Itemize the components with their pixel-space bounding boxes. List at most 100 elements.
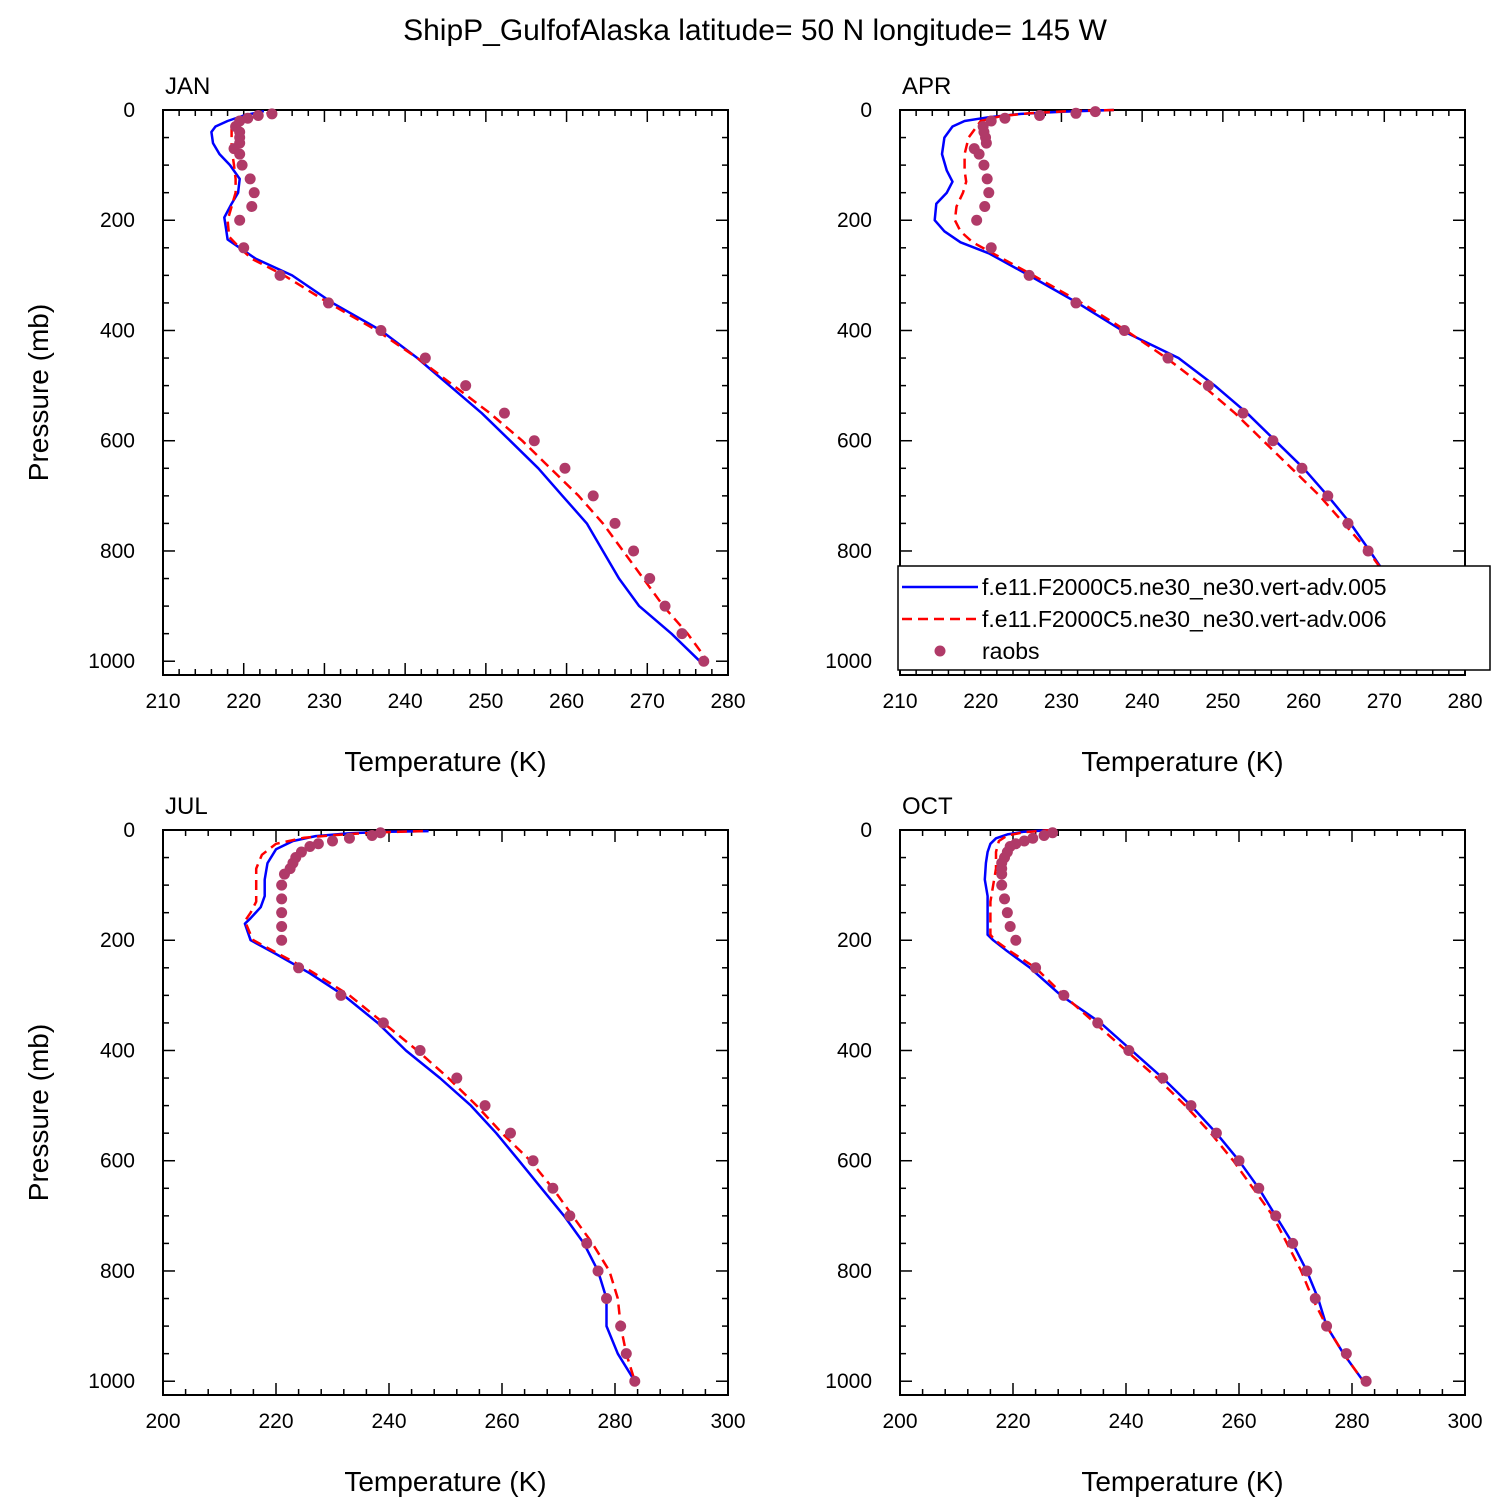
raobs-point xyxy=(1253,1182,1265,1194)
x-tick-label: 210 xyxy=(882,690,917,713)
raobs-point xyxy=(1233,1155,1245,1167)
raobs-point xyxy=(620,1348,632,1360)
y-tick-label: 0 xyxy=(860,819,872,842)
raobs-point xyxy=(276,907,288,919)
raobs-point xyxy=(979,200,991,212)
raobs-point xyxy=(1070,297,1082,309)
raobs-point xyxy=(559,462,571,474)
y-tick-label: 0 xyxy=(860,99,872,122)
raobs-point xyxy=(1023,269,1035,281)
raobs-point xyxy=(996,879,1008,891)
y-tick-label: 0 xyxy=(123,99,135,122)
x-tick-label: 230 xyxy=(307,690,342,713)
raobs-point xyxy=(293,962,305,974)
y-tick-label: 400 xyxy=(837,1039,872,1062)
x-tick-label: 260 xyxy=(1221,1410,1256,1433)
raobs-point xyxy=(1162,352,1174,364)
raobs-point xyxy=(1004,920,1016,932)
raobs-point xyxy=(276,920,288,932)
raobs-point xyxy=(981,173,993,185)
x-tick-label: 240 xyxy=(1108,1410,1143,1433)
series-line-006 xyxy=(989,828,1365,1382)
raobs-point xyxy=(980,137,992,149)
plot-area xyxy=(243,827,641,1387)
y-tick-label: 200 xyxy=(100,209,135,232)
raobs-point xyxy=(1301,1265,1313,1277)
raobs-point xyxy=(1123,1044,1135,1056)
x-tick-label: 280 xyxy=(710,690,745,713)
raobs-point xyxy=(327,835,338,847)
raobs-point xyxy=(322,297,334,309)
raobs-point xyxy=(659,600,671,612)
raobs-point xyxy=(1309,1293,1321,1305)
panel-label: JAN xyxy=(165,73,210,100)
plot-frame xyxy=(162,829,729,1396)
x-tick-label: 270 xyxy=(1367,690,1402,713)
raobs-point xyxy=(1030,962,1042,974)
raobs-point xyxy=(1038,830,1050,842)
legend-dot-marker xyxy=(934,645,946,657)
x-tick-label: 240 xyxy=(1125,690,1160,713)
raobs-point xyxy=(238,242,250,254)
raobs-point xyxy=(999,112,1011,124)
x-tick-label: 280 xyxy=(1334,1410,1369,1433)
x-axis-title: Temperature (K) xyxy=(344,746,546,777)
plot-frame xyxy=(899,829,1466,1396)
raobs-point xyxy=(479,1100,491,1112)
x-tick-label: 250 xyxy=(1205,690,1240,713)
raobs-point xyxy=(973,148,985,160)
raobs-point xyxy=(1210,1127,1222,1139)
raobs-point xyxy=(547,1182,559,1194)
series-line-005 xyxy=(210,109,701,663)
y-tick-label: 600 xyxy=(837,1150,872,1173)
y-tick-label: 200 xyxy=(100,929,135,952)
raobs-point xyxy=(999,893,1011,905)
plot-frame xyxy=(899,109,1466,676)
panel-apr: 210 220 230 240 250 260 270 280 0 200 400 600 800 100… xyxy=(825,73,1491,777)
raobs-point xyxy=(1360,1375,1372,1387)
raobs-point xyxy=(504,1127,516,1139)
raobs-point xyxy=(460,380,472,392)
panel-label: JUL xyxy=(165,793,208,820)
raobs-point xyxy=(985,242,997,254)
raobs-point xyxy=(1287,1237,1299,1249)
x-tick-label: 200 xyxy=(882,1410,917,1433)
raobs-point xyxy=(414,1044,426,1056)
raobs-point xyxy=(451,1072,463,1084)
y-tick-label: 400 xyxy=(100,319,135,342)
x-tick-label: 260 xyxy=(1286,690,1321,713)
y-tick-label: 600 xyxy=(100,1150,135,1173)
raobs-point xyxy=(335,989,347,1001)
y-tick-label: 800 xyxy=(100,1260,135,1283)
x-tick-label: 220 xyxy=(226,690,261,713)
raobs-point xyxy=(498,407,510,419)
raobs-point xyxy=(592,1265,604,1277)
raobs-point xyxy=(629,1375,641,1387)
raobs-point xyxy=(615,1320,627,1332)
legend-label: f.e11.F2000C5.ne30_ne30.vert-adv.005 xyxy=(982,574,1387,600)
raobs-point xyxy=(1237,407,1249,419)
x-tick-label: 280 xyxy=(1447,690,1482,713)
raobs-point xyxy=(676,628,688,640)
raobs-point xyxy=(587,490,599,502)
raobs-point xyxy=(985,115,997,127)
raobs-point xyxy=(343,832,355,844)
raobs-point xyxy=(978,159,990,171)
raobs-point xyxy=(601,1293,613,1305)
raobs-point xyxy=(609,517,621,529)
raobs-point xyxy=(1321,1320,1333,1332)
x-tick-label: 300 xyxy=(1447,1410,1482,1433)
y-tick-label: 1000 xyxy=(825,1370,872,1393)
series-line-005 xyxy=(243,829,636,1382)
raobs-point xyxy=(419,352,431,364)
raobs-point xyxy=(971,214,983,226)
raobs-point xyxy=(246,200,258,212)
y-tick-label: 0 xyxy=(123,819,135,842)
panel-jan: 210 220 230 240 250 260 270 280 0 200 400 600 800 100… xyxy=(23,73,746,777)
raobs-point xyxy=(1092,1017,1104,1029)
raobs-point xyxy=(1296,462,1308,474)
raobs-point xyxy=(1202,380,1214,392)
raobs-point xyxy=(527,1155,539,1167)
legend-label: f.e11.F2000C5.ne30_ne30.vert-adv.006 xyxy=(982,606,1387,632)
x-tick-label: 210 xyxy=(145,690,180,713)
